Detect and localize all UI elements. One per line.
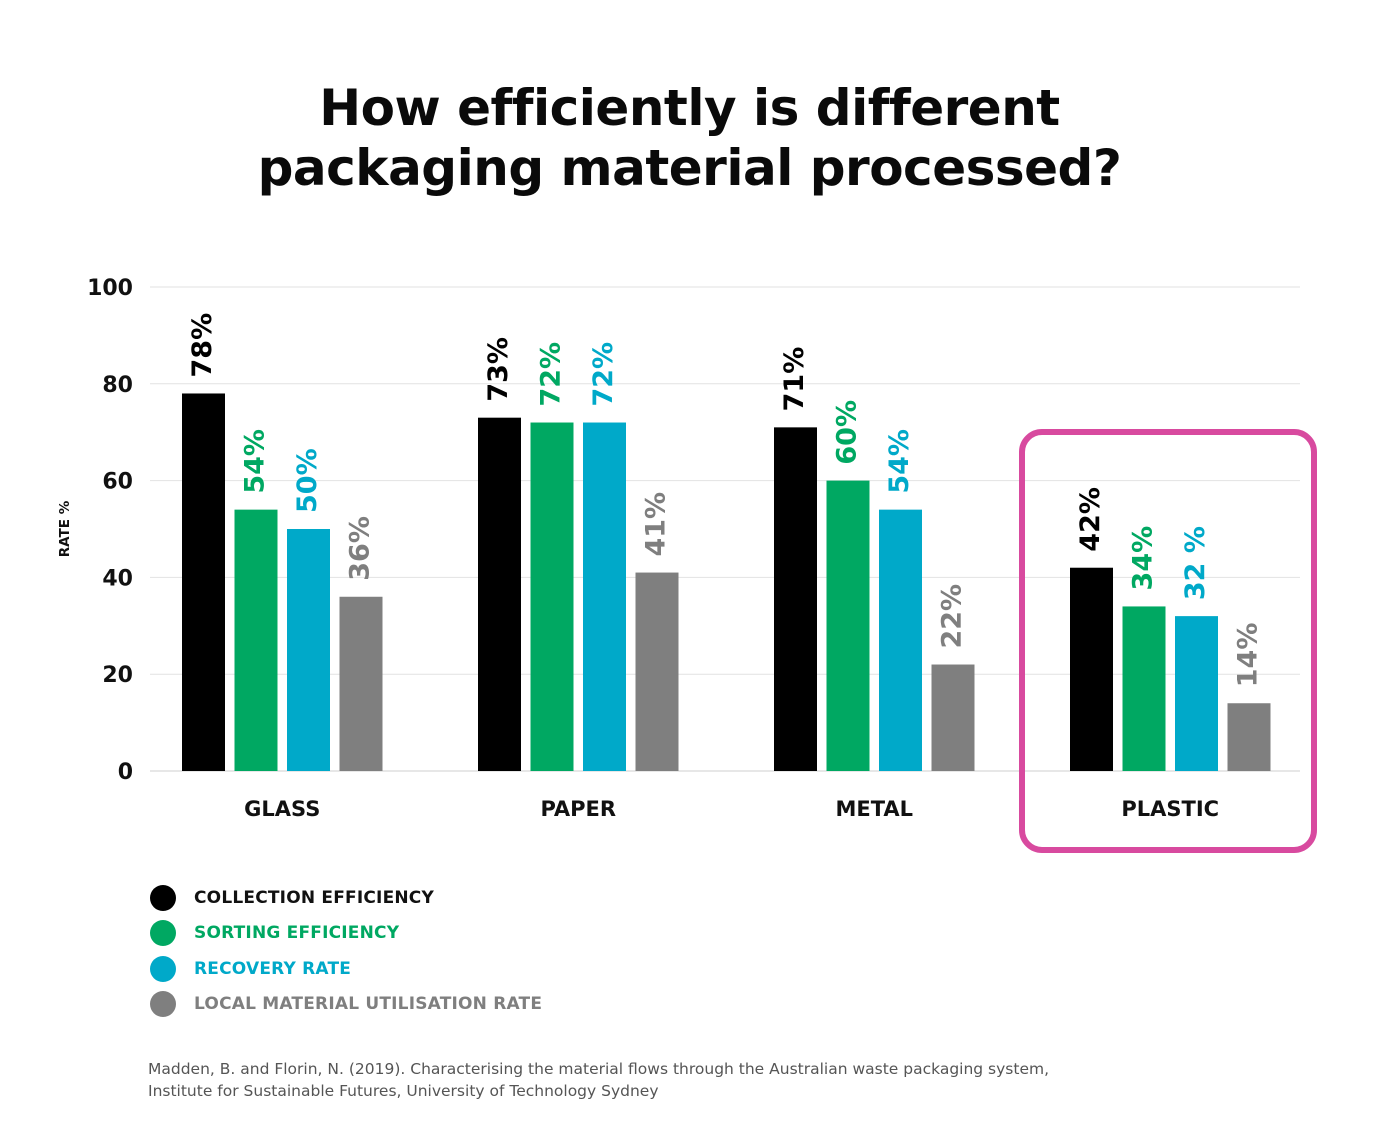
bar-paper-0 [478, 417, 521, 771]
data-label-glass-2: 50% [292, 448, 323, 513]
legend-label: RECOVERY RATE [194, 958, 352, 979]
data-label-glass-1: 54% [240, 429, 271, 494]
x-category-label-paper: PAPER [540, 797, 616, 821]
legend-label: LOCAL MATERIAL UTILISATION RATE [194, 994, 543, 1015]
chart-legend: COLLECTION EFFICIENCY SORTING EFFICIENCY R… [150, 880, 542, 1022]
y-tick-label-0: 0 [118, 760, 133, 785]
data-label-paper-1: 72% [536, 342, 567, 407]
legend-item: LOCAL MATERIAL UTILISATION RATE [150, 987, 542, 1023]
x-category-label-metal: METAL [835, 797, 913, 821]
highlight-box-plastic [1019, 429, 1317, 853]
y-tick-label-40: 40 [102, 566, 133, 591]
bar-metal-0 [774, 427, 817, 771]
data-label-metal-0: 71% [779, 347, 810, 412]
x-category-label-glass: GLASS [244, 797, 320, 821]
bar-glass-2 [287, 529, 330, 771]
legend-item: SORTING EFFICIENCY [150, 916, 542, 952]
bar-paper-2 [583, 422, 626, 771]
data-label-glass-0: 78% [187, 313, 218, 378]
y-tick-label-100: 100 [87, 276, 133, 301]
source-citation: Madden, B. and Florin, N. (2019). Charac… [148, 1058, 1049, 1102]
bar-glass-3 [339, 596, 383, 771]
data-label-plastic-2: 32 % [1180, 526, 1211, 600]
x-category-label-plastic: PLASTIC [1121, 797, 1219, 821]
bar-metal-2 [879, 509, 922, 771]
bar-plastic-3 [1227, 703, 1271, 771]
legend-item: COLLECTION EFFICIENCY [150, 880, 542, 916]
bar-chart: 0 20 40 60 80 100 RATE % 78% 54% 50% 36% GLASS 73% 72… [57, 276, 1317, 853]
bar-plastic-1 [1122, 606, 1166, 771]
bar-glass-0 [182, 393, 225, 771]
legend-swatch [150, 991, 176, 1018]
bar-metal-3 [931, 664, 975, 771]
y-tick-label-20: 20 [102, 663, 133, 688]
y-axis-label: RATE % [57, 500, 73, 557]
data-label-paper-0: 73% [483, 337, 514, 402]
chart-title: How efficiently is different packaging m… [0, 78, 1379, 198]
bar-plastic-2 [1175, 616, 1218, 771]
bar-paper-3 [635, 572, 679, 771]
data-label-metal-3: 22% [937, 584, 968, 649]
legend-label: COLLECTION EFFICIENCY [194, 887, 434, 908]
source-line-2: Institute for Sustainable Futures, Unive… [148, 1082, 659, 1100]
legend-swatch [150, 955, 176, 982]
data-label-plastic-1: 34% [1128, 526, 1159, 591]
data-label-metal-1: 60% [832, 400, 863, 465]
bar-plastic-0 [1070, 567, 1113, 771]
data-label-metal-2: 54% [884, 429, 915, 494]
data-label-paper-3: 41% [641, 492, 672, 557]
legend-swatch [150, 884, 176, 911]
legend-item: RECOVERY RATE [150, 951, 542, 987]
chart-title-line-1: How efficiently is different [319, 79, 1060, 137]
source-line-1: Madden, B. and Florin, N. (2019). Charac… [148, 1060, 1050, 1078]
data-label-plastic-3: 14% [1233, 623, 1264, 688]
data-label-plastic-0: 42% [1075, 487, 1106, 552]
y-tick-label-60: 60 [102, 470, 133, 495]
bar-paper-1 [530, 422, 574, 771]
data-label-paper-2: 72% [588, 342, 619, 407]
bar-metal-1 [826, 480, 870, 771]
chart-title-line-2: packaging material processed? [257, 139, 1122, 197]
legend-swatch [150, 920, 176, 947]
y-tick-label-80: 80 [102, 373, 133, 398]
data-label-glass-3: 36% [345, 516, 376, 581]
bar-glass-1 [234, 509, 278, 771]
legend-label: SORTING EFFICIENCY [194, 923, 400, 944]
